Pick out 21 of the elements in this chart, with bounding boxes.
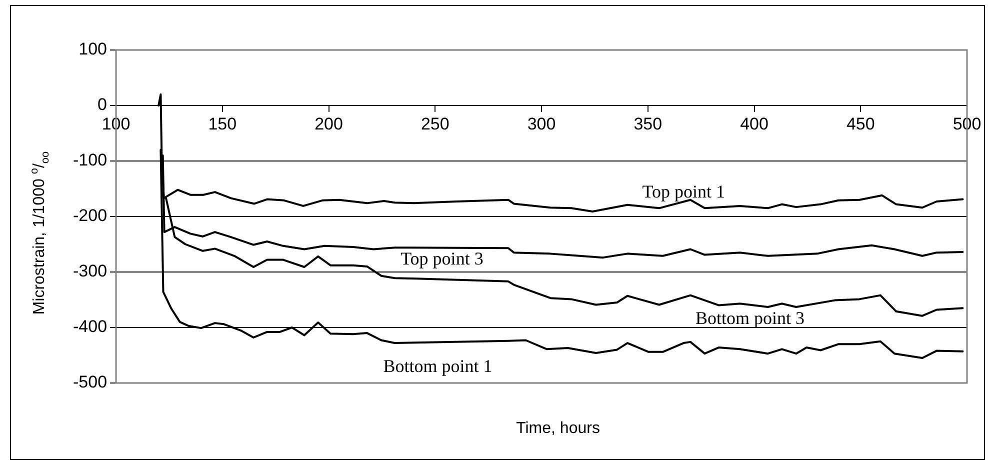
- x-tick-label: 150: [208, 114, 237, 134]
- x-tick-label: 200: [314, 114, 343, 134]
- y-tick-label: -500: [72, 372, 108, 392]
- series-label: Bottom point 3: [695, 308, 805, 328]
- x-tick-label: 450: [846, 114, 875, 134]
- y-tick-label: 0: [98, 95, 108, 114]
- series-label: Bottom point 1: [383, 356, 492, 376]
- x-tick-label: 250: [420, 114, 450, 134]
- y-tick-label: -400: [72, 317, 108, 336]
- x-axis-title: Time, hours: [516, 420, 600, 438]
- series-label: Top point 3: [400, 248, 484, 269]
- x-tick-label: 400: [740, 114, 768, 134]
- x-tick-label: 300: [527, 114, 556, 134]
- y-tick-label: -300: [72, 262, 108, 281]
- x-tick-label: 350: [634, 114, 662, 134]
- y-tick-label: 100: [78, 40, 108, 59]
- x-tick-label: 500: [952, 114, 982, 134]
- x-tick-label: 100: [102, 114, 130, 134]
- series-label: Top point 1: [642, 181, 725, 202]
- y-tick-label: -200: [72, 206, 108, 226]
- y-tick-label: -100: [72, 150, 108, 170]
